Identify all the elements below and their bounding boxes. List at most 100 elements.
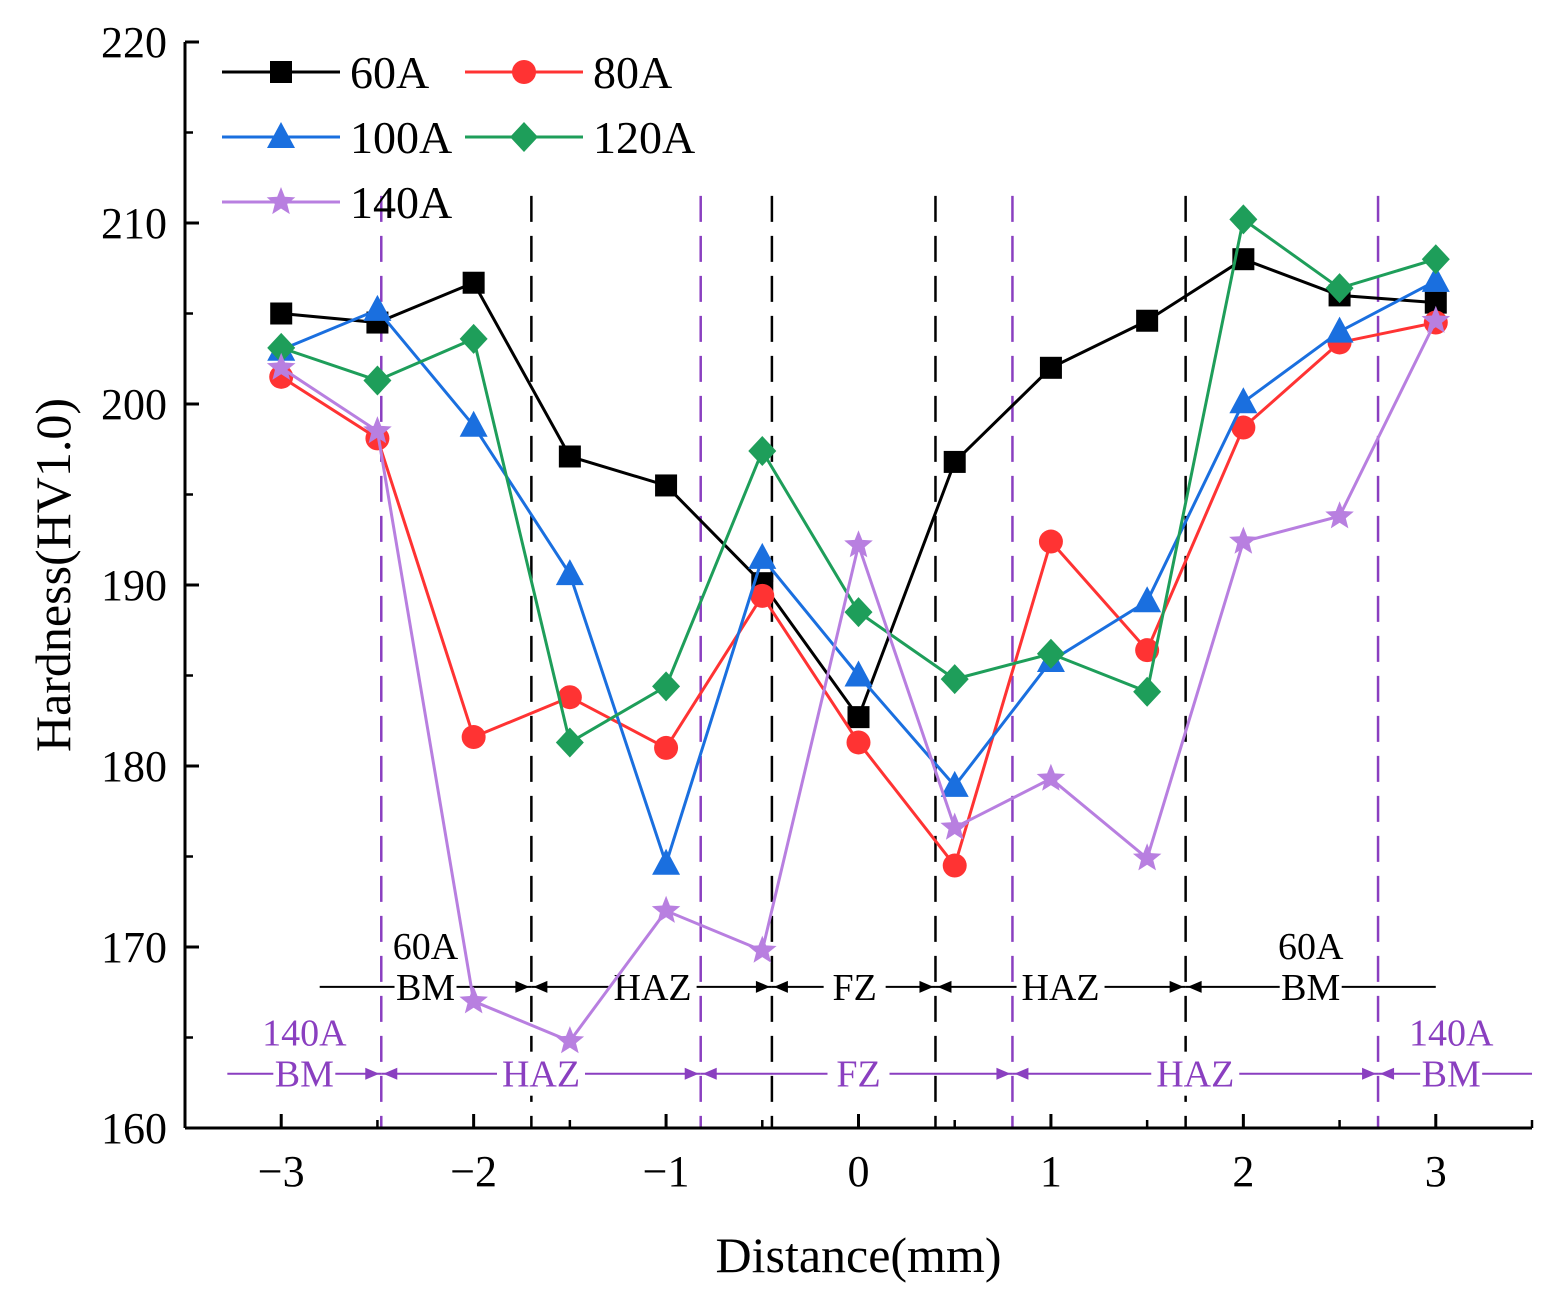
point-140a-10 — [1229, 526, 1258, 554]
point-60a-12 — [1424, 291, 1447, 314]
y-tick-label-1: 170 — [101, 923, 167, 972]
point-140a-1 — [363, 416, 392, 444]
point-120a-3 — [555, 727, 584, 758]
point-120a-9 — [1133, 676, 1162, 707]
point-120a-5 — [748, 436, 777, 467]
point-100a-11 — [1325, 316, 1354, 343]
point-60a-9 — [1136, 309, 1159, 332]
legend-label-120a: 120A — [593, 112, 695, 163]
zone-arrowhead-right-row_140A-3 — [1362, 1067, 1377, 1080]
x-tick-label-4: 1 — [1040, 1147, 1062, 1196]
point-140a-0 — [266, 352, 296, 380]
zone-top-label-row_140A-4: 140A — [1409, 1013, 1494, 1055]
legend-marker-140a — [266, 187, 296, 215]
point-60a-4 — [655, 474, 678, 497]
x-axis-title: Distance(mm) — [715, 1227, 1001, 1283]
point-80a-10 — [1231, 415, 1256, 440]
zone-label-bg-row_140A-0 — [273, 1051, 336, 1096]
legend-label-60a: 60A — [350, 47, 429, 98]
point-100a-5 — [748, 542, 777, 569]
legend: 60A 80A 100A 120A 140A — [222, 47, 695, 228]
point-80a-7 — [942, 853, 967, 878]
point-80a-6 — [846, 730, 871, 755]
point-120a-7 — [940, 664, 969, 695]
point-140a-12 — [1421, 305, 1451, 333]
point-80a-2 — [461, 725, 486, 750]
point-140a-11 — [1325, 501, 1354, 529]
zone-label-bg-row_60A-3 — [1016, 964, 1105, 1009]
point-120a-1 — [363, 365, 392, 396]
x-tick-label-1: −2 — [450, 1147, 497, 1196]
zone-label-bg-row_60A-0 — [394, 964, 457, 1009]
zone-label-row_140A-4: BM — [1422, 1054, 1481, 1096]
zone-label-row_140A-0: BM — [275, 1054, 334, 1096]
y-tick-label-4: 200 — [101, 380, 167, 429]
zone-label-row_60A-1: HAZ — [614, 967, 692, 1009]
x-tick-label-5: 2 — [1232, 1147, 1254, 1196]
point-60a-0 — [270, 302, 293, 325]
zone-arrowhead-right-row_140A-2 — [996, 1067, 1011, 1080]
zone-label-row_60A-0: BM — [396, 967, 455, 1009]
point-120a-0 — [267, 332, 296, 363]
zone-top-label-row_60A-0: 60A — [393, 926, 459, 968]
point-100a-1 — [363, 294, 392, 321]
point-120a-12 — [1421, 244, 1450, 275]
point-120a-8 — [1036, 638, 1065, 669]
zone-arrowhead-right-row_60A-3 — [1169, 980, 1184, 993]
point-60a-2 — [462, 271, 485, 294]
point-140a-6 — [844, 530, 873, 558]
zone-label-row_140A-1: HAZ — [502, 1054, 580, 1096]
point-100a-7 — [940, 770, 969, 797]
legend-marker-120a — [510, 122, 538, 152]
point-80a-4 — [654, 735, 679, 760]
y-tick-label-3: 190 — [101, 561, 167, 610]
zone-label-bg-row_140A-3 — [1151, 1051, 1240, 1096]
zone-label-row_60A-2: FZ — [832, 967, 876, 1009]
legend-label-80a: 80A — [593, 47, 672, 98]
point-120a-2 — [459, 323, 488, 354]
zone-label-row_60A-3: HAZ — [1021, 967, 1099, 1009]
zone-label-bg-row_140A-4 — [1420, 1051, 1483, 1096]
point-80a-3 — [557, 685, 582, 710]
zone-top-label-row_60A-4: 60A — [1278, 926, 1344, 968]
point-140a-8 — [1036, 763, 1066, 791]
zone-arrowhead-left-row_60A-3 — [937, 980, 952, 993]
point-100a-10 — [1229, 387, 1258, 414]
point-140a-3 — [555, 1026, 585, 1054]
y-tick-label-6: 220 — [101, 18, 167, 67]
legend-marker-100a — [267, 122, 295, 148]
point-100a-2 — [459, 410, 488, 437]
point-120a-6 — [844, 597, 873, 628]
point-100a-6 — [844, 660, 873, 687]
point-60a-3 — [558, 445, 581, 468]
point-60a-7 — [943, 450, 966, 473]
legend-label-140a: 140A — [350, 177, 452, 228]
series-line-100a — [280, 279, 1437, 869]
point-100a-4 — [652, 848, 681, 875]
zone-arrowhead-left-row_60A-2 — [773, 980, 788, 993]
zone-label-row_140A-3: HAZ — [1156, 1054, 1234, 1096]
point-140a-5 — [748, 935, 777, 963]
legend-marker-80a — [512, 60, 536, 84]
zone-label-bg-row_140A-2 — [827, 1051, 890, 1096]
zone-arrowhead-left-row_140A-3 — [1014, 1067, 1029, 1080]
zone-label-bg-row_60A-1 — [608, 964, 697, 1009]
point-140a-2 — [459, 986, 488, 1014]
point-120a-4 — [652, 671, 681, 702]
point-60a-6 — [847, 706, 870, 729]
legend-marker-60a — [270, 61, 292, 83]
axes-layer: 160 170 180 190 200 210 220 −3 −2 −1 0 1 2 3 Distance(… — [25, 18, 1534, 1283]
zone-arrowhead-left-row_140A-2 — [702, 1067, 717, 1080]
series-layer — [266, 204, 1451, 1054]
y-tick-label-2: 180 — [101, 742, 167, 791]
zone-arrowhead-right-row_60A-1 — [755, 980, 770, 993]
x-tick-label-0: −3 — [258, 1147, 305, 1196]
zone-arrowhead-left-row_60A-4 — [1187, 980, 1202, 993]
point-140a-7 — [940, 812, 969, 840]
point-100a-9 — [1133, 586, 1162, 613]
zone-label-row_140A-2: FZ — [836, 1054, 880, 1096]
x-tick-label-6: 3 — [1425, 1147, 1447, 1196]
point-120a-11 — [1325, 273, 1354, 304]
